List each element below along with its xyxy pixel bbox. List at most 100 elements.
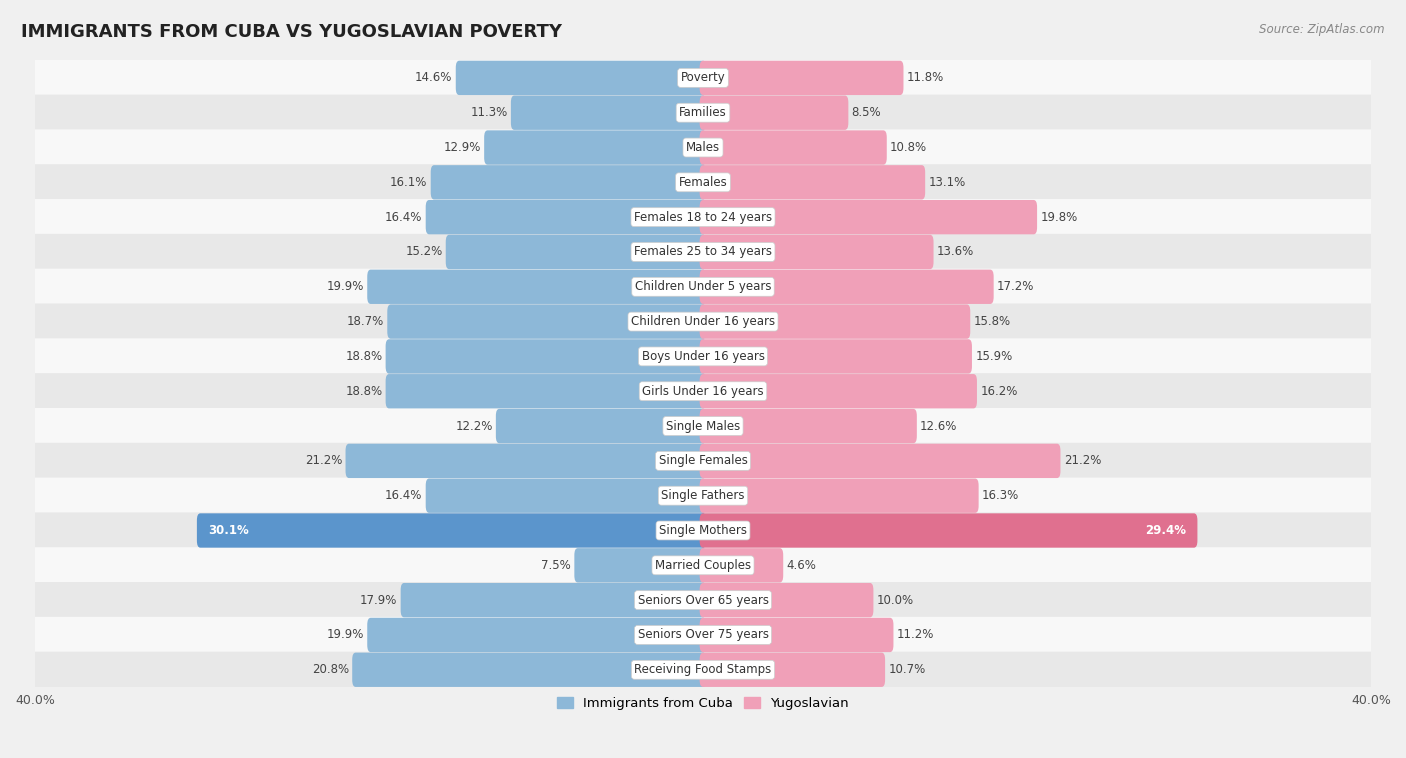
FancyBboxPatch shape xyxy=(510,96,706,130)
FancyBboxPatch shape xyxy=(35,443,1371,479)
FancyBboxPatch shape xyxy=(35,60,1371,96)
FancyBboxPatch shape xyxy=(35,303,1371,340)
FancyBboxPatch shape xyxy=(700,409,917,443)
Text: 12.2%: 12.2% xyxy=(456,419,492,433)
FancyBboxPatch shape xyxy=(346,443,706,478)
Text: 19.8%: 19.8% xyxy=(1040,211,1077,224)
FancyBboxPatch shape xyxy=(35,338,1371,374)
FancyBboxPatch shape xyxy=(35,199,1371,235)
Text: Seniors Over 75 years: Seniors Over 75 years xyxy=(637,628,769,641)
FancyBboxPatch shape xyxy=(35,512,1371,549)
FancyBboxPatch shape xyxy=(574,548,706,582)
Text: 13.6%: 13.6% xyxy=(936,246,974,258)
Text: Girls Under 16 years: Girls Under 16 years xyxy=(643,385,763,398)
Text: 29.4%: 29.4% xyxy=(1144,524,1185,537)
Text: 4.6%: 4.6% xyxy=(786,559,817,572)
FancyBboxPatch shape xyxy=(456,61,706,95)
FancyBboxPatch shape xyxy=(700,548,783,582)
FancyBboxPatch shape xyxy=(430,165,706,199)
Text: 8.5%: 8.5% xyxy=(852,106,882,119)
Text: Poverty: Poverty xyxy=(681,71,725,84)
FancyBboxPatch shape xyxy=(35,95,1371,131)
Text: 16.1%: 16.1% xyxy=(389,176,427,189)
Text: 16.4%: 16.4% xyxy=(385,489,422,503)
FancyBboxPatch shape xyxy=(401,583,706,617)
FancyBboxPatch shape xyxy=(426,478,706,513)
Text: 18.7%: 18.7% xyxy=(347,315,384,328)
FancyBboxPatch shape xyxy=(367,618,706,652)
Text: Females: Females xyxy=(679,176,727,189)
FancyBboxPatch shape xyxy=(426,200,706,234)
Text: Single Females: Single Females xyxy=(658,454,748,468)
FancyBboxPatch shape xyxy=(700,96,848,130)
FancyBboxPatch shape xyxy=(35,234,1371,270)
FancyBboxPatch shape xyxy=(35,130,1371,166)
Text: 16.4%: 16.4% xyxy=(385,211,422,224)
FancyBboxPatch shape xyxy=(700,653,886,687)
Text: Families: Families xyxy=(679,106,727,119)
Text: 18.8%: 18.8% xyxy=(346,385,382,398)
Text: Single Mothers: Single Mothers xyxy=(659,524,747,537)
FancyBboxPatch shape xyxy=(35,373,1371,409)
Text: Children Under 16 years: Children Under 16 years xyxy=(631,315,775,328)
Text: 20.8%: 20.8% xyxy=(312,663,349,676)
FancyBboxPatch shape xyxy=(367,270,706,304)
FancyBboxPatch shape xyxy=(700,305,970,339)
Text: 11.8%: 11.8% xyxy=(907,71,943,84)
FancyBboxPatch shape xyxy=(446,235,706,269)
Text: Source: ZipAtlas.com: Source: ZipAtlas.com xyxy=(1260,23,1385,36)
Text: 10.7%: 10.7% xyxy=(889,663,925,676)
FancyBboxPatch shape xyxy=(700,513,1198,548)
Text: 7.5%: 7.5% xyxy=(541,559,571,572)
FancyBboxPatch shape xyxy=(700,200,1038,234)
Text: 19.9%: 19.9% xyxy=(326,628,364,641)
Text: Seniors Over 65 years: Seniors Over 65 years xyxy=(637,594,769,606)
Text: Boys Under 16 years: Boys Under 16 years xyxy=(641,350,765,363)
FancyBboxPatch shape xyxy=(700,340,972,374)
Text: 15.9%: 15.9% xyxy=(976,350,1012,363)
Text: 16.2%: 16.2% xyxy=(980,385,1018,398)
Text: 21.2%: 21.2% xyxy=(305,454,342,468)
FancyBboxPatch shape xyxy=(700,478,979,513)
Text: 19.9%: 19.9% xyxy=(326,280,364,293)
Text: Receiving Food Stamps: Receiving Food Stamps xyxy=(634,663,772,676)
FancyBboxPatch shape xyxy=(387,305,706,339)
FancyBboxPatch shape xyxy=(496,409,706,443)
FancyBboxPatch shape xyxy=(35,617,1371,653)
Text: 17.9%: 17.9% xyxy=(360,594,398,606)
Text: Males: Males xyxy=(686,141,720,154)
FancyBboxPatch shape xyxy=(385,374,706,409)
Text: Females 18 to 24 years: Females 18 to 24 years xyxy=(634,211,772,224)
FancyBboxPatch shape xyxy=(700,618,893,652)
FancyBboxPatch shape xyxy=(700,374,977,409)
FancyBboxPatch shape xyxy=(700,130,887,164)
Text: 15.8%: 15.8% xyxy=(973,315,1011,328)
FancyBboxPatch shape xyxy=(385,340,706,374)
FancyBboxPatch shape xyxy=(35,582,1371,619)
FancyBboxPatch shape xyxy=(700,235,934,269)
Text: 21.2%: 21.2% xyxy=(1064,454,1101,468)
Text: 11.3%: 11.3% xyxy=(471,106,508,119)
Text: Females 25 to 34 years: Females 25 to 34 years xyxy=(634,246,772,258)
FancyBboxPatch shape xyxy=(353,653,706,687)
Text: 11.2%: 11.2% xyxy=(897,628,934,641)
Text: 10.0%: 10.0% xyxy=(877,594,914,606)
FancyBboxPatch shape xyxy=(35,268,1371,305)
Text: 10.8%: 10.8% xyxy=(890,141,927,154)
FancyBboxPatch shape xyxy=(700,165,925,199)
FancyBboxPatch shape xyxy=(700,443,1060,478)
FancyBboxPatch shape xyxy=(197,513,706,548)
FancyBboxPatch shape xyxy=(35,478,1371,514)
Text: 12.9%: 12.9% xyxy=(443,141,481,154)
Text: 18.8%: 18.8% xyxy=(346,350,382,363)
Text: 13.1%: 13.1% xyxy=(928,176,966,189)
FancyBboxPatch shape xyxy=(484,130,706,164)
Text: Single Fathers: Single Fathers xyxy=(661,489,745,503)
FancyBboxPatch shape xyxy=(700,61,904,95)
FancyBboxPatch shape xyxy=(35,547,1371,584)
Text: Married Couples: Married Couples xyxy=(655,559,751,572)
Text: 16.3%: 16.3% xyxy=(981,489,1019,503)
Text: Single Males: Single Males xyxy=(666,419,740,433)
Text: 15.2%: 15.2% xyxy=(405,246,443,258)
Text: Children Under 5 years: Children Under 5 years xyxy=(634,280,772,293)
